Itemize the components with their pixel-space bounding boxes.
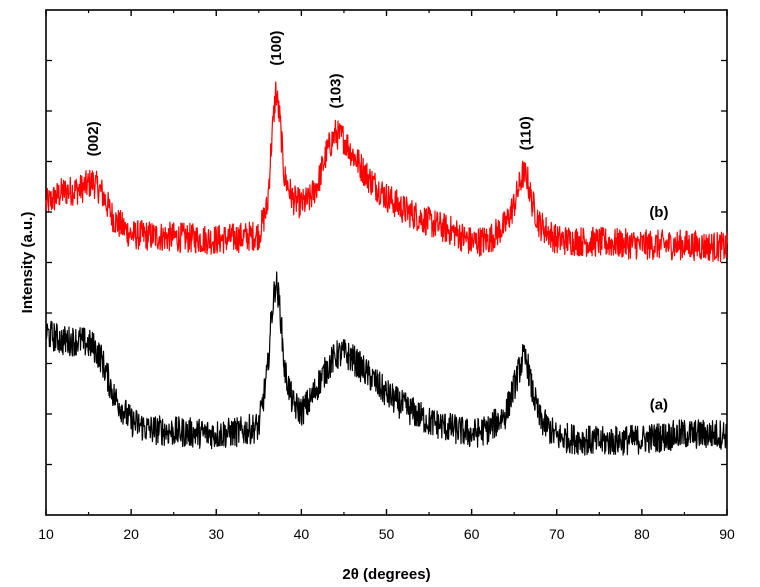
x-tick-label: 10 <box>38 526 54 542</box>
peak-label: (103) <box>327 73 344 108</box>
annotations: (002) (100) (103) (110) (b) (a) <box>85 31 669 414</box>
x-tick-label: 60 <box>464 526 480 542</box>
x-tick-label: 90 <box>719 526 735 542</box>
peak-label-group: (002) <box>85 121 102 156</box>
peak-label-group: (100) <box>268 31 285 66</box>
peak-label: (002) <box>85 121 102 156</box>
y-axis-title: Intensity (a.u.) <box>19 212 36 314</box>
x-tick-label: 30 <box>208 526 224 542</box>
x-tick-label: 20 <box>123 526 139 542</box>
x-tick-label: 70 <box>549 526 565 542</box>
peak-label-group: (110) <box>517 116 534 150</box>
x-tick-label: 40 <box>294 526 310 542</box>
axis-ticks: 10 20 30 40 50 60 70 80 90 <box>38 10 735 542</box>
curves <box>45 81 728 456</box>
x-tick-label: 50 <box>379 526 395 542</box>
series-line-b <box>45 81 728 263</box>
peak-label: (110) <box>517 116 534 150</box>
curve-label-a: (a) <box>650 396 668 413</box>
series-line-a <box>45 271 728 456</box>
peak-label-group: (103) <box>327 73 344 108</box>
peak-label: (100) <box>268 31 285 66</box>
curve-label-b: (b) <box>649 204 668 221</box>
x-axis-title: 2θ (degrees) <box>342 566 430 583</box>
x-tick-label: 80 <box>634 526 650 542</box>
